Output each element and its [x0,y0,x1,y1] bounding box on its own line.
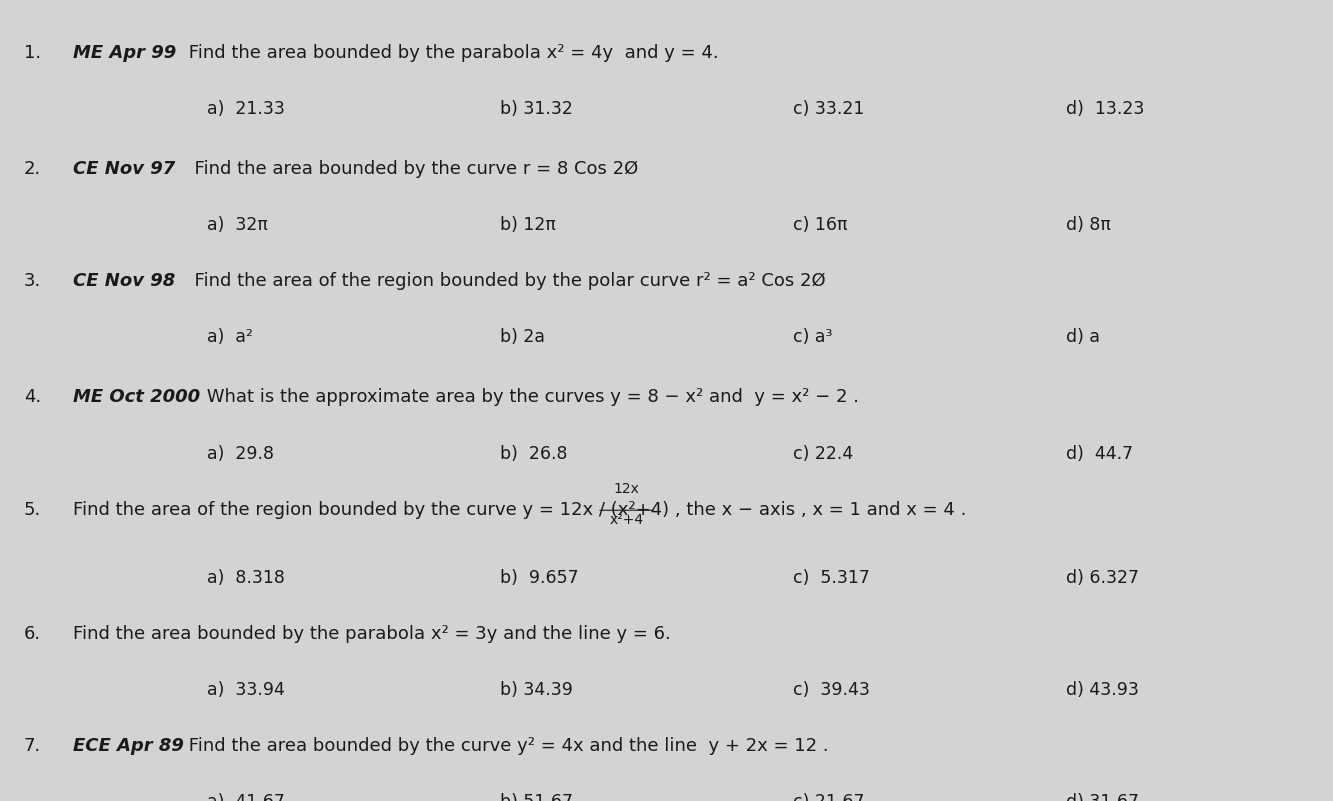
Text: ME Apr 99: ME Apr 99 [73,44,176,62]
Text: 1.: 1. [24,44,41,62]
Text: a)  a²: a) a² [207,328,252,346]
Text: 7.: 7. [24,737,41,755]
Text: d)  13.23: d) 13.23 [1066,100,1145,118]
Text: 12x: 12x [613,482,640,496]
Text: c) 16π: c) 16π [793,216,848,234]
Text: Find the area of the region bounded by the polar curve r² = a² Cos 2Ø: Find the area of the region bounded by t… [183,272,825,290]
Text: ME Oct 2000: ME Oct 2000 [73,388,200,406]
Text: b) 12π: b) 12π [500,216,556,234]
Text: x²+4: x²+4 [609,513,644,526]
Text: b) 51.67: b) 51.67 [500,793,573,801]
Text: 3.: 3. [24,272,41,290]
Text: c) a³: c) a³ [793,328,833,346]
Text: Find the area bounded by the curve y² = 4x and the line  y + 2x = 12 .: Find the area bounded by the curve y² = … [183,737,828,755]
Text: What is the approximate area by the curves y = 8 − x² and  y = x² − 2 .: What is the approximate area by the curv… [201,388,860,406]
Text: d) a: d) a [1066,328,1101,346]
Text: Find the area bounded by the curve r = 8 Cos 2Ø: Find the area bounded by the curve r = 8… [183,160,639,178]
Text: c) 21.67: c) 21.67 [793,793,865,801]
Text: a)  29.8: a) 29.8 [207,445,273,462]
Text: 5.: 5. [24,501,41,518]
Text: b)  9.657: b) 9.657 [500,569,579,586]
Text: d) 6.327: d) 6.327 [1066,569,1140,586]
Text: CE Nov 98: CE Nov 98 [73,272,176,290]
Text: Find the area bounded by the parabola x² = 3y and the line y = 6.: Find the area bounded by the parabola x²… [73,625,670,642]
Text: a)  8.318: a) 8.318 [207,569,284,586]
Text: d) 8π: d) 8π [1066,216,1112,234]
Text: d) 43.93: d) 43.93 [1066,681,1140,698]
Text: 4.: 4. [24,388,41,406]
Text: 6.: 6. [24,625,41,642]
Text: 2.: 2. [24,160,41,178]
Text: Find the area of the region bounded by the curve y = 12x / (x²+4) , the x − axis: Find the area of the region bounded by t… [73,501,966,518]
Text: c) 33.21: c) 33.21 [793,100,865,118]
Text: Find the area bounded by the parabola x² = 4y  and y = 4.: Find the area bounded by the parabola x²… [183,44,718,62]
Text: c)  39.43: c) 39.43 [793,681,870,698]
Text: d) 31.67: d) 31.67 [1066,793,1140,801]
Text: c)  5.317: c) 5.317 [793,569,870,586]
Text: d)  44.7: d) 44.7 [1066,445,1133,462]
Text: a)  33.94: a) 33.94 [207,681,284,698]
Text: c) 22.4: c) 22.4 [793,445,853,462]
Text: a)  41.67: a) 41.67 [207,793,284,801]
Text: a)  32π: a) 32π [207,216,268,234]
Text: b) 2a: b) 2a [500,328,545,346]
Text: b) 34.39: b) 34.39 [500,681,573,698]
Text: b)  26.8: b) 26.8 [500,445,568,462]
Text: b) 31.32: b) 31.32 [500,100,573,118]
Text: ECE Apr 89: ECE Apr 89 [73,737,184,755]
Text: a)  21.33: a) 21.33 [207,100,284,118]
Text: CE Nov 97: CE Nov 97 [73,160,176,178]
